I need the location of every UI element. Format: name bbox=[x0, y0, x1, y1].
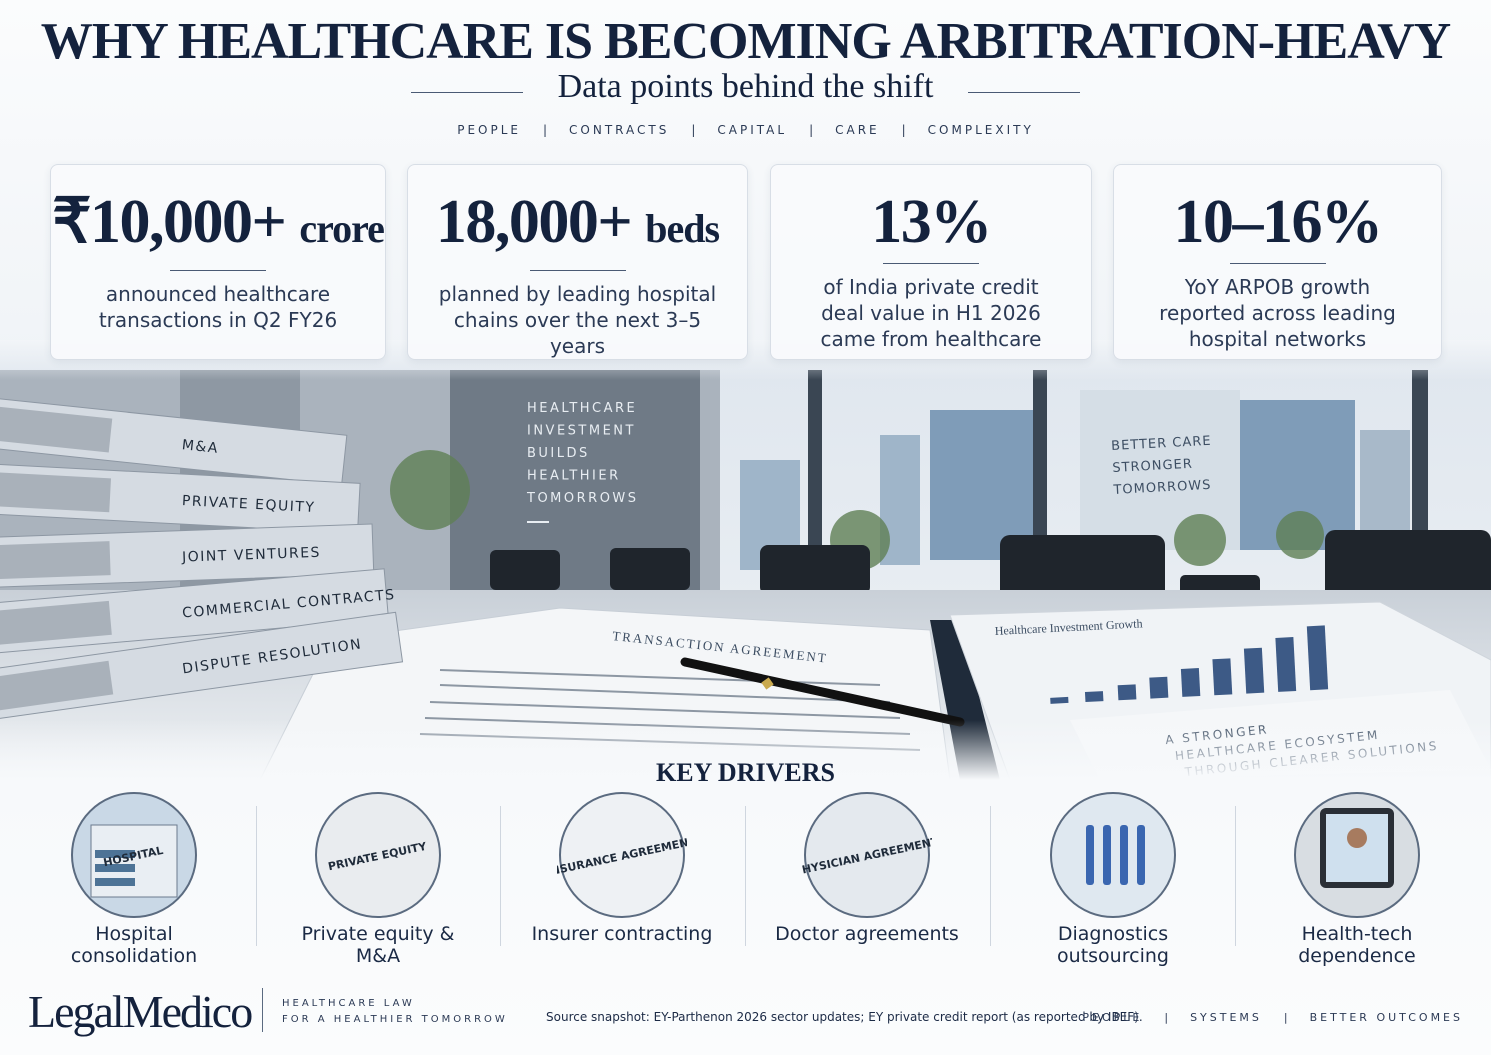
stat-unit: crore bbox=[299, 206, 385, 251]
tagline-line: HEALTHCARE LAW bbox=[282, 998, 415, 1009]
driver-label: Health-tech dependence bbox=[1298, 923, 1416, 967]
driver-label: Diagnostics outsourcing bbox=[1057, 923, 1169, 967]
rule bbox=[968, 92, 1080, 93]
stat-number: 18,000+ bbox=[435, 188, 633, 256]
driver-label: Hospital consolidation bbox=[70, 923, 198, 967]
tag: PEOPLE bbox=[1082, 1011, 1143, 1024]
wall-sign-line: TOMORROWS bbox=[526, 491, 639, 506]
tag: CAPITAL bbox=[669, 123, 787, 137]
driver-separator bbox=[500, 806, 501, 946]
wall-sign-line: BUILDS bbox=[527, 446, 590, 461]
stat-card: 18,000+ beds planned by leading hospital … bbox=[407, 164, 748, 360]
icon-circle bbox=[559, 792, 685, 918]
stat-value: 13% bbox=[771, 187, 1091, 257]
underline bbox=[170, 270, 266, 271]
wall-sign-line: HEALTHIER bbox=[527, 469, 621, 484]
binder: COMMERCIAL CONTRACTS bbox=[0, 568, 396, 655]
binder-label: JOINT VENTURES bbox=[181, 545, 321, 566]
brand-separator bbox=[262, 988, 263, 1032]
stat-description: planned by leading hospital chains over … bbox=[438, 282, 717, 358]
binder-edge bbox=[0, 660, 114, 713]
header-tags: PEOPLECONTRACTSCAPITALCARECOMPLEXITY bbox=[0, 123, 1491, 137]
stat-number: 13% bbox=[871, 188, 992, 256]
tube bbox=[1137, 825, 1145, 885]
driver-icon: INSURANCE AGREEMENT bbox=[557, 792, 687, 918]
stat-description: YoY ARPOB growth reported across leading… bbox=[1159, 275, 1396, 351]
building-sign-line: BETTER CARE bbox=[1111, 434, 1212, 454]
driver-separator bbox=[744, 806, 746, 946]
tube bbox=[1120, 825, 1128, 885]
binder: JOINT VENTURES bbox=[0, 523, 375, 589]
driver-icon bbox=[1294, 792, 1420, 918]
stat-number: ₹10,000+ bbox=[52, 188, 287, 256]
tag: SYSTEMS bbox=[1142, 1011, 1262, 1024]
windows bbox=[95, 864, 135, 872]
tube bbox=[1103, 825, 1111, 885]
binder-edge bbox=[0, 471, 112, 513]
tube bbox=[1086, 825, 1094, 885]
driver-icon bbox=[1050, 792, 1176, 918]
windows bbox=[95, 878, 135, 886]
binder-edge bbox=[0, 405, 113, 453]
title: WHY HEALTHCARE IS BECOMING ARBITRATION-H… bbox=[40, 13, 1451, 70]
stat-value: 10–16% bbox=[1114, 187, 1441, 257]
doctor bbox=[1347, 828, 1367, 848]
tagline-line: FOR A HEALTHIER TOMORROW bbox=[282, 1014, 508, 1025]
icon-circle bbox=[804, 792, 930, 918]
stat-description: announced healthcare transactions in Q2 … bbox=[98, 282, 338, 332]
building-sign-line: TOMORROWS bbox=[1112, 478, 1212, 498]
underline bbox=[1229, 263, 1326, 264]
stat-description: of India private credit deal value in H1… bbox=[820, 275, 1042, 351]
tag: COMPLEXITY bbox=[880, 123, 1034, 137]
footer-tags: PEOPLESYSTEMSBETTER OUTCOMES bbox=[1082, 1011, 1463, 1024]
binder: PRIVATE EQUITY bbox=[0, 462, 361, 534]
binder-edge bbox=[0, 541, 111, 580]
underline bbox=[529, 270, 626, 271]
brand: LegalMedico bbox=[28, 986, 253, 1037]
icon-circle bbox=[1050, 792, 1176, 918]
stat-unit: beds bbox=[645, 206, 720, 251]
driver-label: Doctor agreements bbox=[775, 923, 959, 945]
rule bbox=[411, 92, 523, 93]
icon-circle bbox=[315, 792, 441, 918]
binder: DISPUTE RESOLUTION bbox=[0, 611, 404, 721]
source: Source snapshot: EY-Parthenon 2026 secto… bbox=[546, 1010, 1143, 1024]
windows bbox=[95, 850, 135, 858]
subtitle: Data points behind the shift bbox=[557, 68, 934, 105]
stat-number: 10–16% bbox=[1173, 188, 1384, 256]
building-sign-line: STRONGER bbox=[1112, 457, 1193, 476]
underline bbox=[883, 263, 979, 264]
tag: CONTRACTS bbox=[521, 123, 669, 137]
stat-card: ₹10,000+ crore announced healthcare trans… bbox=[50, 164, 386, 360]
tagline: HEALTHCARE LAW FOR A HEALTHIER TOMORROW bbox=[282, 996, 508, 1028]
stat-card: 13% of India private credit deal value in… bbox=[770, 164, 1092, 360]
stat-value: 18,000+ beds bbox=[408, 187, 747, 264]
binder-label: PRIVATE EQUITY bbox=[182, 493, 316, 516]
driver-icon: HOSPITAL bbox=[71, 792, 197, 918]
binder-edge bbox=[0, 600, 112, 647]
stat-card: 10–16% YoY ARPOB growth reported across l… bbox=[1113, 164, 1442, 360]
driver-icon: PRIVATE EQUITY bbox=[315, 792, 441, 918]
drivers-title: KEY DRIVERS bbox=[656, 758, 835, 787]
tag: PEOPLE bbox=[457, 123, 521, 137]
office-scene: HEALTHCARE INVESTMENT BUILDS HEALTHIER TOMOR… bbox=[0, 340, 1491, 780]
wall-sign-line: HEALTHCARE bbox=[527, 401, 637, 416]
driver-separator bbox=[1235, 806, 1236, 946]
driver-label: Insurer contracting bbox=[531, 923, 713, 945]
driver-separator bbox=[256, 806, 257, 946]
binder-label: M&A bbox=[181, 437, 220, 457]
tag: BETTER OUTCOMES bbox=[1262, 1011, 1463, 1024]
wall-sign-line: INVESTMENT bbox=[527, 424, 636, 439]
driver-separator bbox=[990, 806, 991, 946]
driver-icon: PHYSICIAN AGREEMENT bbox=[802, 792, 932, 918]
stat-value: ₹10,000+ crore bbox=[51, 187, 385, 264]
tag: CARE bbox=[787, 123, 880, 137]
binder: M&A bbox=[0, 396, 348, 486]
driver-label: Private equity & M&A bbox=[301, 923, 455, 967]
